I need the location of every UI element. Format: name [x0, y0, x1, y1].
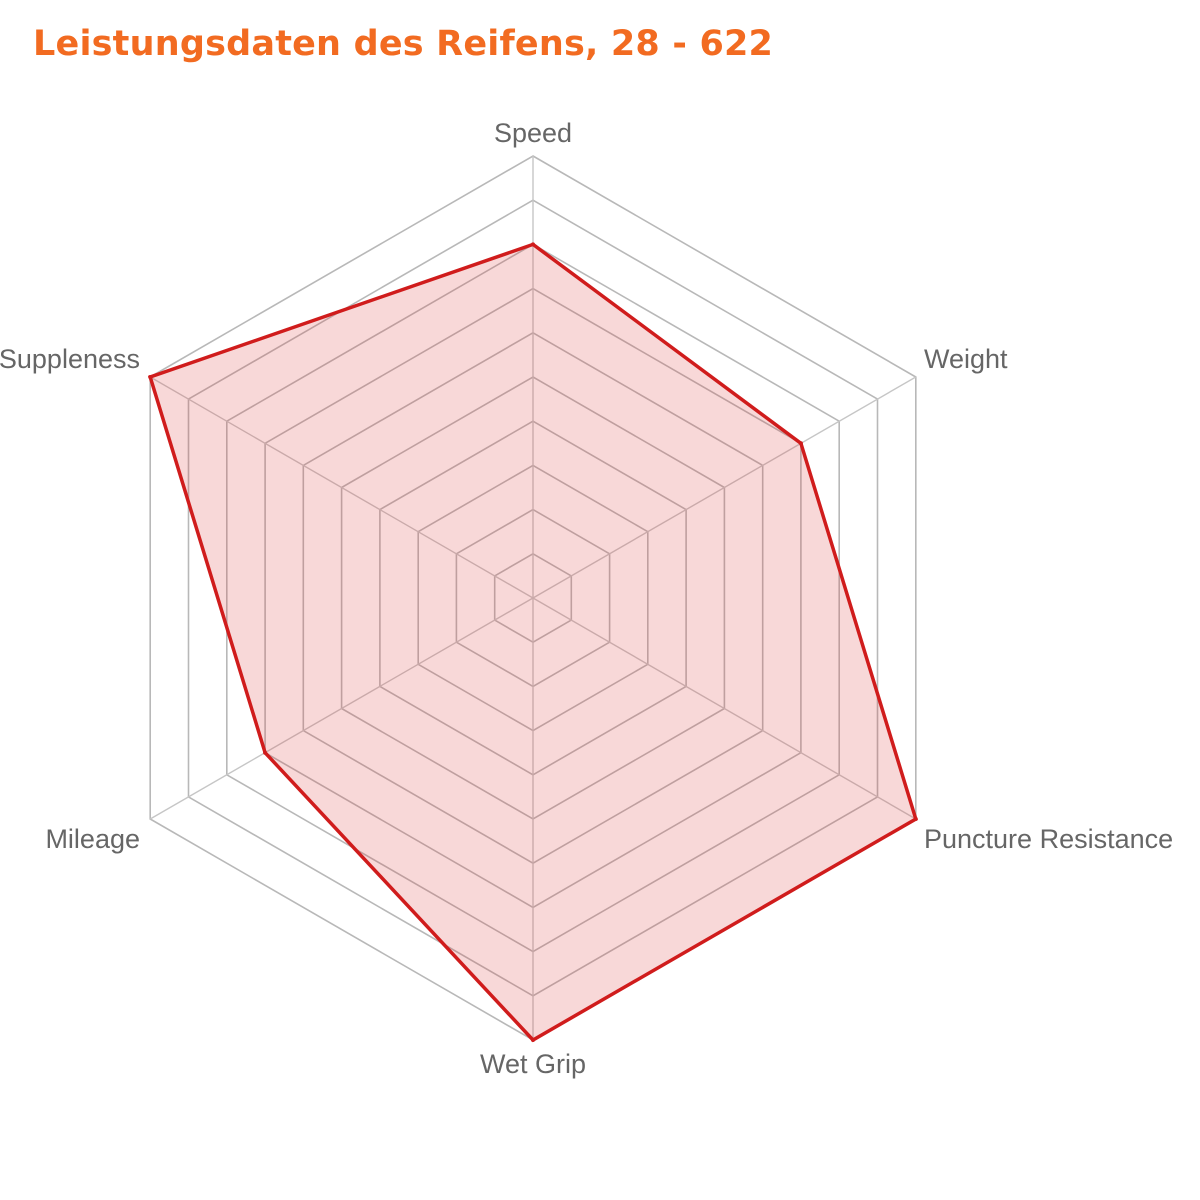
data-point-weight	[798, 441, 803, 446]
spoke-mileage	[149, 597, 534, 820]
axis-label-wet-grip: Wet Grip	[480, 1049, 586, 1079]
axis-label-puncture-resistance: Puncture Resistance	[924, 824, 1173, 854]
spoke-weight	[532, 376, 917, 599]
data-point-mileage	[263, 750, 268, 755]
data-point-speed	[531, 242, 535, 247]
axis-label-mileage: Mileage	[45, 824, 140, 854]
axis-label-weight: Weight	[924, 344, 1008, 374]
axis-label-speed: Speed	[494, 118, 572, 148]
data-point-suppleness	[148, 375, 153, 379]
spoke-puncture-resistance	[532, 597, 917, 820]
axis-labels: Speed Weight Puncture Resistance Wet Grip Mi…	[0, 118, 1173, 1079]
data-point-puncture-resistance	[913, 817, 918, 821]
spoke-suppleness	[149, 376, 534, 599]
radar-series-layer	[148, 242, 918, 1043]
axis-label-suppleness: Suppleness	[0, 344, 140, 374]
chart-title: Leistungsdaten des Reifens, 28 - 622	[33, 24, 774, 64]
data-point-wet-grip	[531, 1038, 535, 1042]
series-area-0	[148, 242, 918, 1043]
